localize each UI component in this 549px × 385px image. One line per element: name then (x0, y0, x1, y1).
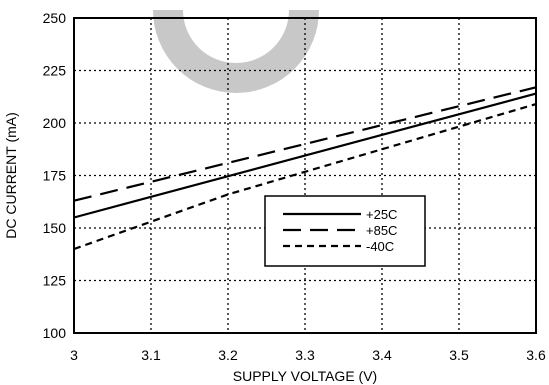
x-tick-label: 3.4 (372, 347, 392, 363)
plot-frame (73, 17, 537, 334)
x-axis-title: SUPPLY VOLTAGE (V) (233, 368, 377, 384)
y-tick-label: 250 (43, 10, 67, 26)
y-tick-label: 125 (43, 273, 67, 289)
x-tick-label: 3 (70, 347, 78, 363)
y-axis-title: DC CURRENT (mA) (3, 112, 19, 239)
y-tick-labels: 100 125 150 175 200 225 250 (43, 10, 67, 341)
x-tick-label: 3.5 (449, 347, 469, 363)
series-line-40c (73, 103, 537, 251)
y-tick-label: 200 (43, 115, 67, 131)
partial-ring-watermark-icon (153, 9, 319, 93)
series-layer (73, 86, 537, 251)
legend-label: +85C (366, 223, 397, 238)
x-tick-labels: 3 3.1 3.2 3.3 3.4 3.5 3.6 (70, 347, 546, 363)
watermark-ring-arc (153, 9, 319, 93)
legend-label: +25C (366, 207, 397, 222)
legend-label: -40C (366, 239, 394, 254)
x-tick-label: 3.3 (295, 347, 315, 363)
series-line-25c (73, 92, 537, 219)
x-tick-label: 3.1 (141, 347, 161, 363)
y-tick-label: 225 (43, 63, 67, 79)
grid-lines (74, 18, 536, 333)
x-tick-label: 3.2 (218, 347, 238, 363)
y-tick-label: 100 (43, 325, 67, 341)
y-tick-label: 150 (43, 220, 67, 236)
x-tick-label: 3.6 (526, 347, 546, 363)
y-tick-label: 175 (43, 168, 67, 184)
legend: +25C+85C-40C (264, 195, 426, 267)
